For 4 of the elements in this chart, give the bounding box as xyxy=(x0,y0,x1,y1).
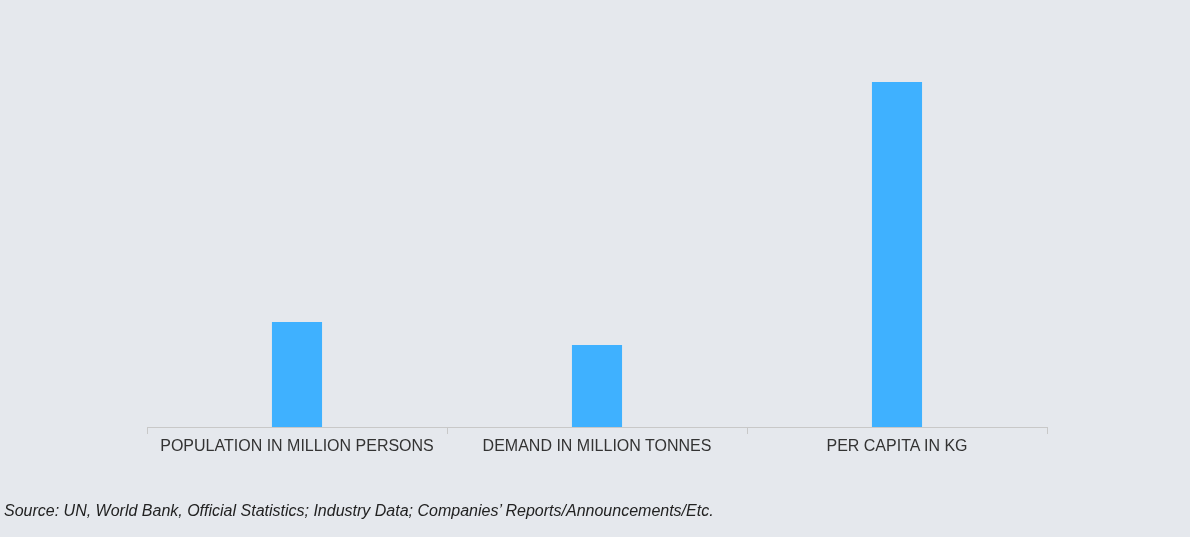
source-note: Source: UN, World Bank, Official Statistics; Industry Data; Companies’ Reports/Announcements/Etc. xyxy=(4,501,714,521)
x-tick-label: POPULATION IN MILLION PERSONS xyxy=(160,437,434,455)
x-tick-label: PER CAPITA IN KG xyxy=(826,437,968,455)
x-tick-label: DEMAND IN MILLION TONNES xyxy=(482,437,712,455)
